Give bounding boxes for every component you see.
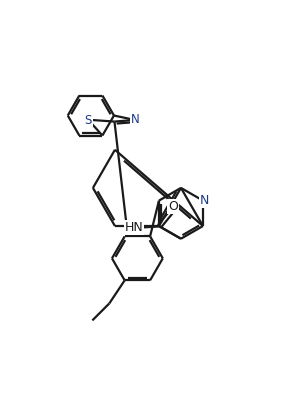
Text: N: N (131, 113, 140, 126)
Text: HN: HN (125, 221, 143, 234)
Text: S: S (85, 114, 92, 127)
Text: O: O (168, 200, 178, 213)
Text: N: N (200, 194, 209, 207)
